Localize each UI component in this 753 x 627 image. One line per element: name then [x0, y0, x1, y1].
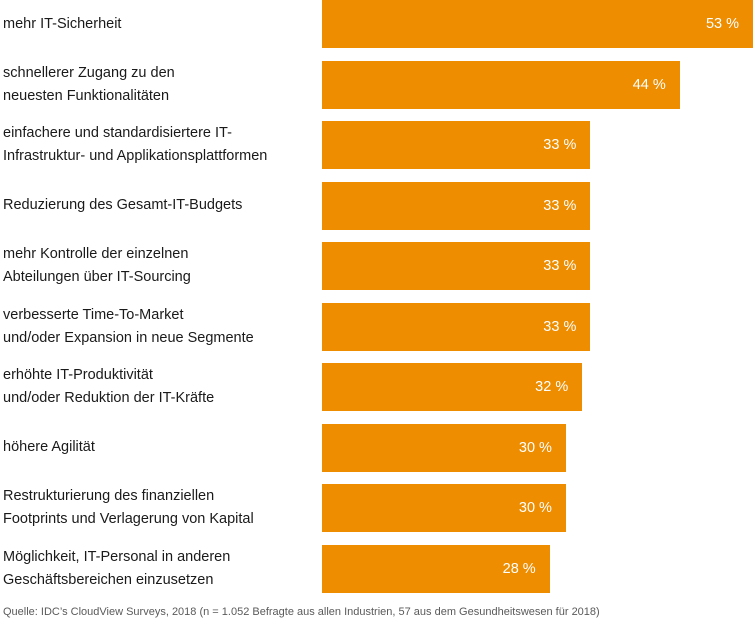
bar: 30 % [322, 423, 566, 472]
bar: 44 % [322, 60, 680, 109]
bar-row: einfachere und standardisiertere IT- Inf… [0, 121, 753, 169]
category-label-text: mehr Kontrolle der einzelnen Abteilungen… [3, 246, 191, 285]
source-note: Quelle: IDC’s CloudView Surveys, 2018 (n… [3, 606, 600, 618]
bar-row: Restrukturierung des finanziellen Footpr… [0, 484, 753, 532]
data-label: 30 % [518, 439, 552, 456]
bar-row: schnellerer Zugang zu den neuesten Funkt… [0, 60, 753, 109]
category-label: Möglichkeit, IT-Personal in anderen Gesc… [3, 545, 318, 593]
category-label-text: Möglichkeit, IT-Personal in anderen Gesc… [3, 548, 231, 588]
category-label: mehr Kontrolle der einzelnen Abteilungen… [3, 242, 318, 290]
data-label: 53 % [705, 16, 739, 32]
category-label: Reduzierung des Gesamt-IT-Budgets [3, 182, 318, 230]
bar: 28 % [322, 544, 550, 593]
bar-row: mehr Kontrolle der einzelnen Abteilungen… [0, 242, 753, 290]
category-label: mehr IT-Sicherheit [3, 0, 318, 48]
category-label: schnellerer Zugang zu den neuesten Funkt… [3, 61, 318, 109]
bar-row: verbesserte Time-To-Market und/oder Expa… [0, 302, 753, 351]
data-label: 33 % [543, 318, 577, 335]
category-label: verbesserte Time-To-Market und/oder Expa… [3, 303, 318, 351]
bar: 33 % [322, 121, 591, 169]
bar-row: Reduzierung des Gesamt-IT-Budgets 33 % [0, 181, 753, 230]
bar: 33 % [322, 181, 591, 230]
data-label: 30 % [518, 500, 552, 516]
category-label: Restrukturierung des finanziellen Footpr… [3, 484, 318, 532]
bar: 30 % [322, 484, 566, 532]
data-label: 33 % [543, 258, 577, 274]
bar-chart: mehr IT-Sicherheit 53 % schnellerer Zugang… [0, 0, 753, 593]
bar-row: Möglichkeit, IT-Personal in anderen Gesc… [0, 544, 753, 593]
bar-row: mehr IT-Sicherheit 53 % [0, 0, 753, 48]
category-label: einfachere und standardisiertere IT- Inf… [3, 121, 318, 169]
data-label: 33 % [543, 197, 577, 214]
category-label: höhere Agilität [3, 424, 318, 472]
category-label-text: erhöhte IT-Produktivität und/oder Redukt… [3, 367, 215, 406]
bar: 33 % [322, 242, 591, 290]
data-label: 28 % [502, 560, 536, 577]
category-label: erhöhte IT-Produktivität und/oder Redukt… [3, 363, 318, 411]
category-label-text: Restrukturierung des finanziellen Footpr… [3, 488, 254, 527]
data-label: 44 % [632, 76, 666, 93]
category-label-text: schnellerer Zugang zu den neuesten Funkt… [3, 64, 175, 104]
bar: 33 % [322, 302, 591, 351]
bar: 32 % [322, 363, 583, 411]
category-label-text: Reduzierung des Gesamt-IT-Budgets [3, 197, 243, 213]
category-label-text: einfachere und standardisiertere IT- Inf… [3, 125, 268, 164]
category-label-text: mehr IT-Sicherheit [3, 15, 122, 32]
category-label-text: verbesserte Time-To-Market und/oder Expa… [3, 306, 254, 346]
bar-row: erhöhte IT-Produktivität und/oder Redukt… [0, 363, 753, 411]
bar-row: höhere Agilität 30 % [0, 423, 753, 472]
data-label: 32 % [535, 379, 569, 395]
bar: 53 % [322, 0, 753, 48]
category-label-text: höhere Agilität [3, 439, 95, 455]
data-label: 33 % [543, 137, 577, 153]
